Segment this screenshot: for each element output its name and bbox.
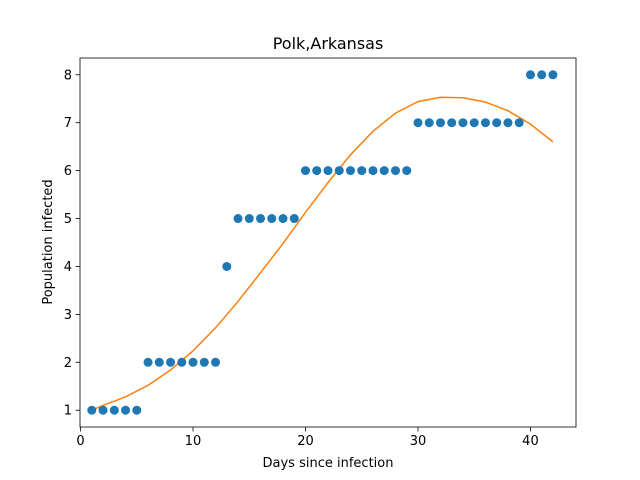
data-point-2 [109,405,119,415]
data-point-32 [447,118,457,128]
data-point-26 [379,166,389,176]
data-point-22 [334,166,344,176]
data-point-11 [211,357,221,367]
data-point-1 [98,405,108,415]
data-point-20 [312,166,322,176]
y-axis-label: Population infected [41,179,56,304]
data-point-17 [278,214,288,224]
data-point-5 [143,357,153,367]
data-point-24 [357,166,367,176]
data-point-3 [121,405,131,415]
data-point-35 [480,118,490,128]
data-point-36 [492,118,502,128]
data-point-10 [199,357,209,367]
data-point-16 [267,214,277,224]
y-tick-label-3: 4 [64,260,72,275]
data-point-9 [188,357,198,367]
data-point-8 [177,357,187,367]
data-point-38 [514,118,524,128]
data-point-4 [132,405,142,415]
x-tick-label-1: 10 [185,434,202,449]
data-point-41 [548,70,558,80]
data-point-6 [154,357,164,367]
data-point-30 [424,118,434,128]
data-point-31 [435,118,445,128]
data-point-37 [503,118,513,128]
y-tick-label-4: 5 [64,212,72,227]
y-tick-label-2: 3 [64,308,72,323]
y-tick-label-1: 2 [64,356,72,371]
data-point-39 [525,70,535,80]
plot-area: 0 10 20 30 40 1 2 3 4 5 6 7 8 [64,57,577,449]
x-tick-label-2: 20 [297,434,314,449]
x-tick-label-3: 30 [410,434,427,449]
data-point-15 [256,214,266,224]
data-point-28 [402,166,412,176]
data-point-33 [458,118,468,128]
axes-frame [79,57,577,428]
data-point-0 [87,405,97,415]
data-point-21 [323,166,333,176]
y-tick-label-0: 1 [64,404,72,419]
data-point-27 [390,166,400,176]
data-point-13 [233,214,243,224]
data-point-34 [469,118,479,128]
data-point-18 [289,214,299,224]
data-point-23 [345,166,355,176]
data-point-29 [413,118,423,128]
x-tick-label-4: 40 [522,434,539,449]
x-tick-label-0: 0 [76,434,84,449]
data-point-14 [244,214,254,224]
data-point-25 [368,166,378,176]
fit-line [91,96,554,411]
data-point-40 [537,70,547,80]
y-tick-label-5: 6 [64,164,72,179]
chart-title: Polk,Arkansas [273,34,384,53]
data-point-7 [166,357,176,367]
data-point-12 [222,261,232,271]
x-axis-label: Days since infection [263,456,394,471]
y-tick-label-6: 7 [64,116,72,131]
data-point-19 [301,166,311,176]
y-tick-label-7: 8 [64,68,72,83]
